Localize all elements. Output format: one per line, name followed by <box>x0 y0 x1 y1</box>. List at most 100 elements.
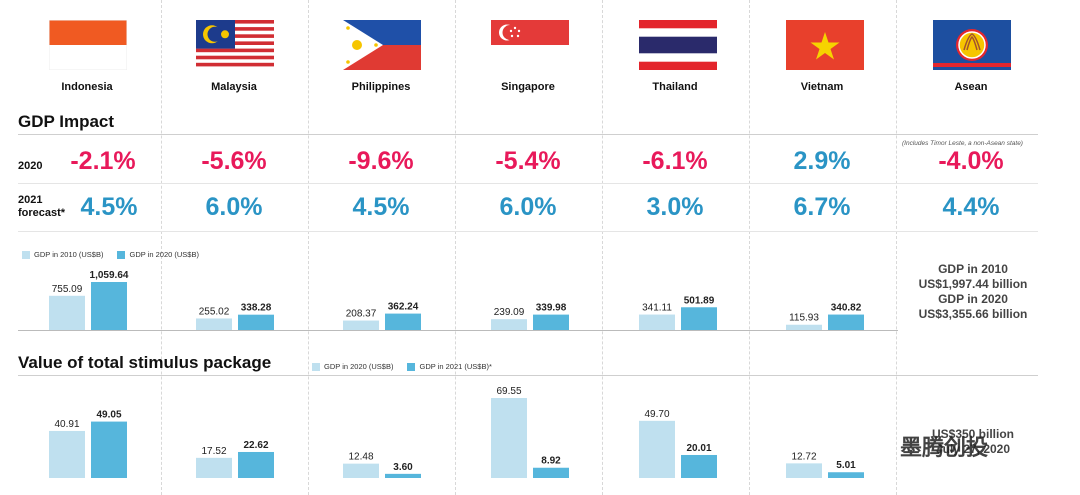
bar-value-label: 49.70 <box>644 409 669 420</box>
bar-value-label: 40.91 <box>54 419 79 430</box>
row-label-2021-line2: forecast* <box>18 207 66 219</box>
gdp-2020-value: -2.1% <box>70 147 136 175</box>
column-divider <box>749 0 750 495</box>
bar-value-label: 255.02 <box>199 306 230 317</box>
bar-value-label: 338.28 <box>241 303 272 314</box>
stimulus-legend: GDP in 2020 (US$B) GDP in 2021 (US$B)* <box>312 362 492 371</box>
gdp-2021-value: 4.4% <box>942 193 1000 221</box>
bar-stimulus-vietnam-a <box>786 463 822 478</box>
bar-gdp-philippines-b <box>385 313 421 330</box>
bar-value-label: 12.48 <box>348 452 373 463</box>
column-divider <box>308 0 309 495</box>
gdp-2020-value: 2.9% <box>793 147 851 175</box>
bar-value-label: 5.01 <box>836 460 856 471</box>
bar-stimulus-philippines-b <box>385 473 421 478</box>
legend-swatch-dark <box>407 362 416 371</box>
baseline <box>18 330 898 331</box>
asean-gdp-line: US$1,997.44 billion <box>918 277 1028 291</box>
bar-stimulus-indonesia-b <box>91 421 127 478</box>
bar-gdp-vietnam-b <box>828 314 864 330</box>
bar-value-label: 339.98 <box>536 303 567 314</box>
bar-stimulus-thailand-a <box>639 420 675 478</box>
asean-stimulus-summary: US$350 billion July 27, 2020 <box>903 427 1043 457</box>
timor-note: (Includes Timor Leste, a non-Asean state… <box>902 140 1023 147</box>
asean-gdp-line: GDP in 2010 <box>938 262 1008 276</box>
legend-swatch-light <box>22 250 30 259</box>
bar-gdp-malaysia-a <box>196 318 232 330</box>
bar-value-label: 12.72 <box>791 451 816 462</box>
country-name: Singapore <box>501 81 555 93</box>
bar-stimulus-malaysia-b <box>238 451 274 478</box>
column-divider <box>896 0 897 495</box>
asean-gdp-line: US$3,355.66 billion <box>918 307 1028 321</box>
country-name: Thailand <box>652 81 698 93</box>
gdp-2020-value: -5.6% <box>201 147 267 175</box>
country-name: Philippines <box>351 81 411 93</box>
malaysia-flag-icon <box>196 20 274 70</box>
gdp-2021-value: 6.0% <box>205 193 263 221</box>
asean-gdp-line: GDP in 2020 <box>938 292 1008 306</box>
bar-gdp-philippines-a <box>343 320 379 330</box>
bar-gdp-malaysia-b <box>238 314 274 330</box>
legend-label: GDP in 2020 (US$B) <box>129 250 199 259</box>
bar-value-label: 17.52 <box>201 446 226 457</box>
gdp-legend: GDP in 2010 (US$B) GDP in 2020 (US$B) <box>22 250 199 259</box>
divider <box>18 231 1038 232</box>
legend-swatch-dark <box>117 250 126 259</box>
divider <box>18 375 1038 376</box>
country-name: Malaysia <box>211 81 257 93</box>
legend-label: GDP in 2010 (US$B) <box>34 250 104 259</box>
philippines-flag-icon <box>343 20 421 70</box>
indonesia-flag-icon <box>49 20 127 70</box>
bar-stimulus-philippines-a <box>343 463 379 478</box>
bar-value-label: 115.93 <box>789 313 819 324</box>
column-divider <box>161 0 162 495</box>
gdp-2020-value: -4.0% <box>938 147 1004 175</box>
vietnam-flag-icon <box>786 20 864 70</box>
gdp-2021-value: 4.5% <box>80 193 138 221</box>
bar-value-label: 239.09 <box>494 307 525 318</box>
bar-value-label: 8.92 <box>541 456 561 467</box>
bar-gdp-vietnam-a <box>786 324 822 330</box>
singapore-flag-icon <box>491 20 569 70</box>
bar-value-label: 20.01 <box>686 443 711 454</box>
gdp-impact-title: GDP Impact <box>18 112 115 131</box>
bar-gdp-thailand-a <box>639 314 675 330</box>
legend-label: GDP in 2021 (US$B)* <box>419 362 492 371</box>
bar-value-label: 340.82 <box>831 303 862 314</box>
row-label-2021-line1: 2021 <box>18 194 43 206</box>
bar-stimulus-vietnam-b <box>828 472 864 478</box>
bar-gdp-indonesia-a <box>49 295 85 330</box>
legend-label: GDP in 2020 (US$B) <box>324 362 394 371</box>
country-name: Vietnam <box>800 81 844 93</box>
gdp-2020-value: -5.4% <box>495 147 561 175</box>
bar-stimulus-malaysia-a <box>196 457 232 478</box>
gdp-2020-value: -9.6% <box>348 147 414 175</box>
bar-value-label: 69.55 <box>496 386 521 397</box>
bar-value-label: 208.37 <box>346 309 377 320</box>
watermark-text: 墨腾创投 <box>900 435 989 460</box>
asean-flag-icon <box>933 20 1011 70</box>
column-divider <box>455 0 456 495</box>
bar-stimulus-thailand-b <box>681 454 717 478</box>
bar-stimulus-singapore-a <box>491 398 527 478</box>
gdp-2021-value: 6.0% <box>499 193 557 221</box>
gdp-2020-value: -6.1% <box>642 147 708 175</box>
bar-value-label: 49.05 <box>96 410 121 421</box>
bar-value-label: 3.60 <box>393 462 413 473</box>
asean-gdp-summary: GDP in 2010 US$1,997.44 billion GDP in 2… <box>903 262 1043 322</box>
row-label-2020: 2020 <box>18 160 43 172</box>
gdp-2021-value: 3.0% <box>646 193 704 221</box>
bar-gdp-singapore-b <box>533 314 569 330</box>
column-divider <box>602 0 603 495</box>
country-name: Asean <box>954 81 988 93</box>
asean-stimulus-line: US$350 billion <box>931 427 1015 441</box>
bar-value-label: 362.24 <box>388 302 419 313</box>
divider <box>18 134 1038 135</box>
bar-value-label: 755.09 <box>52 284 83 295</box>
bar-value-label: 22.62 <box>243 440 268 451</box>
gdp-2021-value: 6.7% <box>793 193 851 221</box>
row-label-2021: 2021 forecast* <box>18 194 65 220</box>
legend-swatch-light <box>312 362 320 371</box>
